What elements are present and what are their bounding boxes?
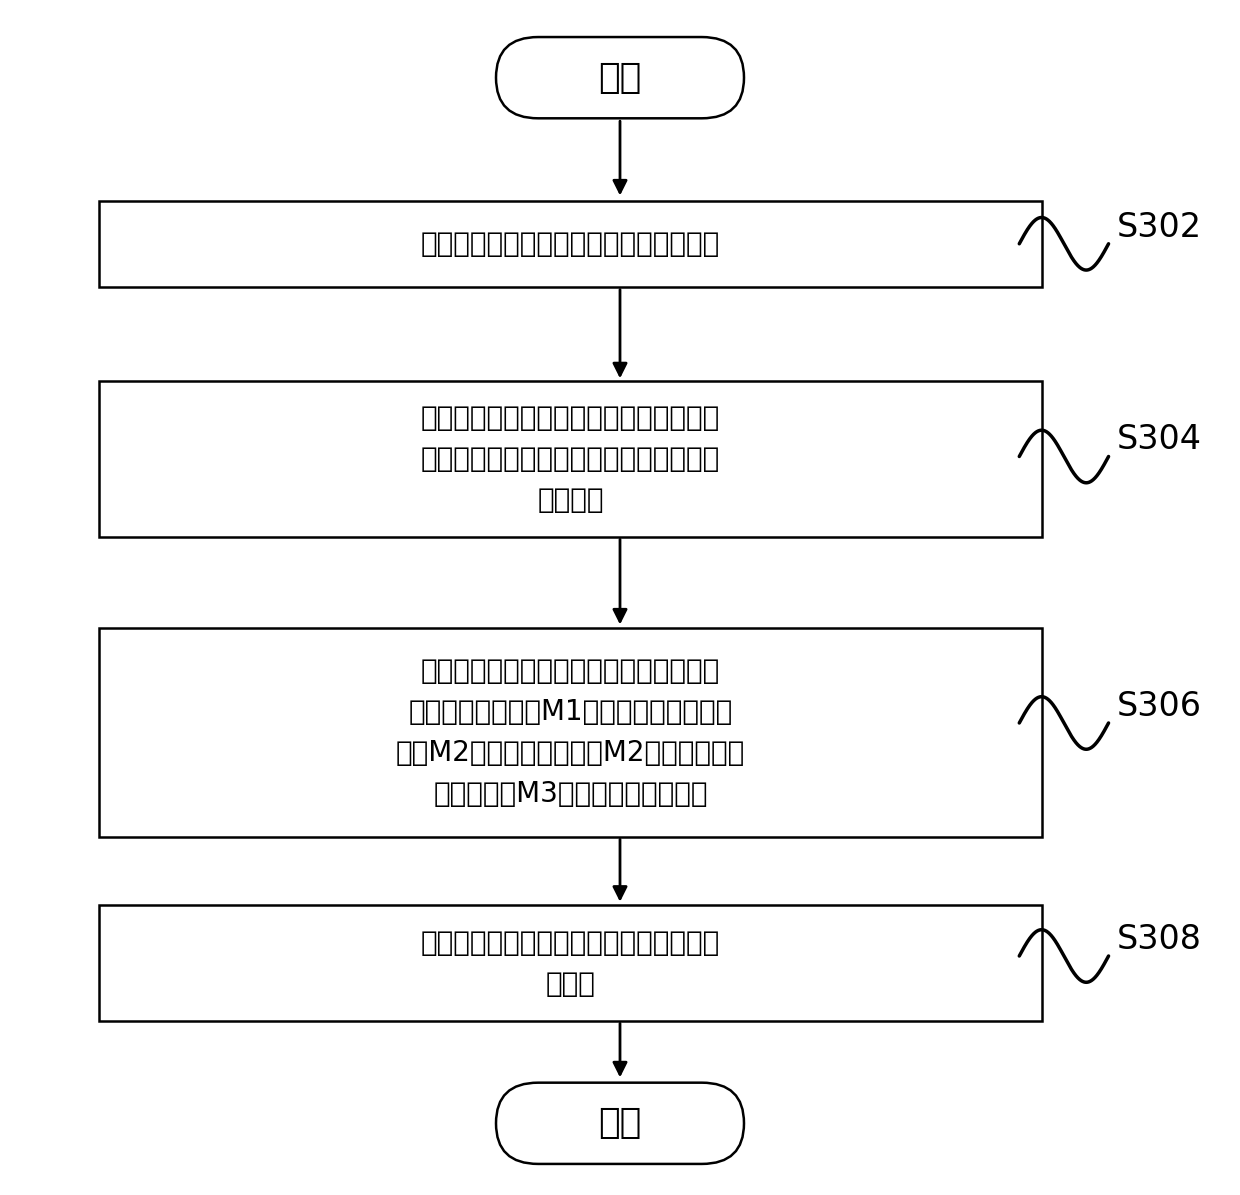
Text: 结束: 结束 — [599, 1107, 641, 1140]
Text: S306: S306 — [1117, 690, 1202, 723]
Bar — [99, 381, 1042, 537]
Text: 将运行参数与压缩机对应的运行参数范围
进行比对，根据比对结果将对应的室外机
进行编码: 将运行参数与压缩机对应的运行参数范围 进行比对，根据比对结果将对应的室外机 进行… — [420, 404, 720, 514]
Text: 获取任一室外机对应的压缩机的运行参数: 获取任一室外机对应的压缩机的运行参数 — [420, 229, 720, 258]
Bar — [99, 201, 1042, 287]
Bar — [99, 906, 1042, 1021]
Text: 根据轮换顺序控制编码后的室外机进行轮
换运行: 根据轮换顺序控制编码后的室外机进行轮 换运行 — [420, 929, 720, 998]
Text: S304: S304 — [1117, 423, 1202, 456]
Bar — [99, 629, 1042, 836]
Text: 对不同的编码对应的室外机设置对应轮换
运行时长；其中，M1对应的轮换运行时长
小于M2对应的轮换时长、M2对应的轮换运
行时长小于M3对应的轮换运行时长: 对不同的编码对应的室外机设置对应轮换 运行时长；其中，M1对应的轮换运行时长 小… — [396, 657, 745, 808]
Text: 开始: 开始 — [599, 61, 641, 94]
FancyBboxPatch shape — [496, 37, 744, 118]
FancyBboxPatch shape — [496, 1083, 744, 1164]
Text: S302: S302 — [1117, 210, 1202, 244]
Text: S308: S308 — [1117, 923, 1202, 956]
